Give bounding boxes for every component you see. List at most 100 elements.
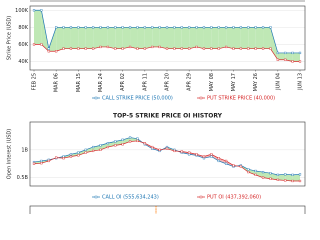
spread-fill	[70, 27, 79, 49]
x-tick-label: MAY 26	[253, 73, 259, 91]
point-marker	[291, 173, 294, 176]
point-marker	[47, 159, 50, 163]
point-marker	[225, 26, 228, 29]
y-axis-label: Open Interest (USD)	[7, 129, 13, 179]
spread-fill	[93, 27, 101, 49]
point-marker	[173, 26, 176, 29]
point-marker	[291, 60, 294, 63]
point-marker	[77, 26, 80, 29]
point-marker	[165, 47, 169, 50]
point-marker	[165, 26, 169, 29]
y-tick-label: 40K	[18, 59, 28, 65]
screenshot: Strike Price (USD) 40K 60K 80K 100K CALL STRI…	[6, 0, 306, 214]
point-marker	[210, 155, 213, 158]
spread-fill	[189, 27, 197, 49]
point-marker	[92, 145, 95, 149]
point-marker	[276, 173, 279, 176]
legend-label: CALL OI (555,634,243)	[102, 195, 159, 201]
point-marker	[247, 26, 250, 29]
spread-fill	[292, 52, 300, 62]
point-marker	[47, 50, 50, 53]
point-marker	[202, 47, 206, 50]
spread-fill	[181, 27, 190, 49]
point-marker	[69, 47, 73, 50]
spread-fill	[203, 154, 212, 159]
point-marker	[291, 51, 294, 55]
point-marker	[261, 47, 265, 50]
spread-fill	[137, 27, 145, 49]
spread-fill	[233, 27, 241, 49]
point-marker	[32, 162, 36, 165]
spread-fill	[122, 137, 131, 145]
spread-fill	[211, 27, 219, 49]
point-marker	[247, 168, 250, 171]
point-marker	[180, 150, 183, 153]
point-marker	[99, 45, 102, 49]
spread-fill	[63, 154, 71, 159]
x-tick-label: APR 20	[165, 73, 171, 91]
point-marker	[69, 26, 73, 29]
spread-fill	[263, 27, 271, 49]
point-marker	[77, 47, 80, 50]
point-marker	[92, 149, 95, 153]
point-marker	[284, 58, 287, 61]
x-tick-label: MAY 17	[231, 73, 237, 91]
point-marker	[158, 26, 161, 29]
spread-fill	[218, 158, 227, 164]
point-marker	[276, 58, 279, 61]
spread-fill	[248, 27, 256, 49]
spread-fill	[56, 27, 64, 52]
point-marker	[173, 149, 176, 153]
plot-frame	[29, 5, 306, 71]
point-marker	[114, 144, 117, 147]
point-marker	[40, 9, 43, 12]
point-marker	[284, 51, 287, 55]
chart-title: TOP-5 STRIKE PRICE OI HISTORY	[113, 113, 223, 120]
y-tick-label: 0.5B	[17, 175, 29, 181]
x-tick-label: APR 02	[120, 73, 126, 91]
point-marker	[55, 26, 58, 29]
point-marker	[62, 26, 65, 29]
spread-fill	[100, 143, 108, 150]
point-marker	[202, 155, 206, 158]
spread-fill	[107, 27, 116, 49]
point-marker	[284, 179, 287, 182]
y-tick-label: 60K	[18, 42, 28, 48]
point-marker	[84, 151, 87, 154]
spread-fill	[152, 27, 160, 47]
point-marker	[114, 26, 117, 29]
spread-fill	[277, 52, 286, 60]
point-marker	[128, 140, 132, 143]
point-marker	[232, 164, 235, 167]
point-marker	[158, 45, 161, 49]
point-marker	[210, 26, 213, 29]
x-tick-label: JUN 04	[275, 73, 281, 91]
point-marker	[121, 26, 124, 29]
point-marker	[40, 159, 43, 163]
spread-fill	[167, 27, 175, 49]
point-marker	[217, 159, 220, 163]
spread-fill	[34, 10, 42, 45]
point-marker	[188, 26, 191, 29]
point-marker	[69, 153, 73, 156]
point-marker	[254, 169, 257, 173]
x-tick-label: FEB 25	[32, 73, 38, 90]
point-marker	[298, 60, 302, 63]
point-marker	[121, 47, 124, 50]
point-marker	[62, 47, 65, 50]
spread-fill	[203, 27, 212, 49]
legend-label: PUT OI (437,392,060)	[207, 195, 261, 201]
point-marker	[121, 143, 124, 146]
y-tick-label: 80K	[18, 25, 28, 31]
spread-fill	[78, 27, 86, 49]
point-marker	[239, 47, 242, 50]
point-marker	[69, 155, 73, 158]
point-marker	[40, 43, 43, 46]
point-marker	[247, 170, 250, 174]
point-marker	[84, 47, 87, 50]
point-marker	[298, 179, 302, 183]
legend-marker	[199, 96, 203, 100]
point-marker	[99, 144, 102, 147]
point-marker	[143, 47, 146, 50]
point-marker	[128, 26, 132, 29]
